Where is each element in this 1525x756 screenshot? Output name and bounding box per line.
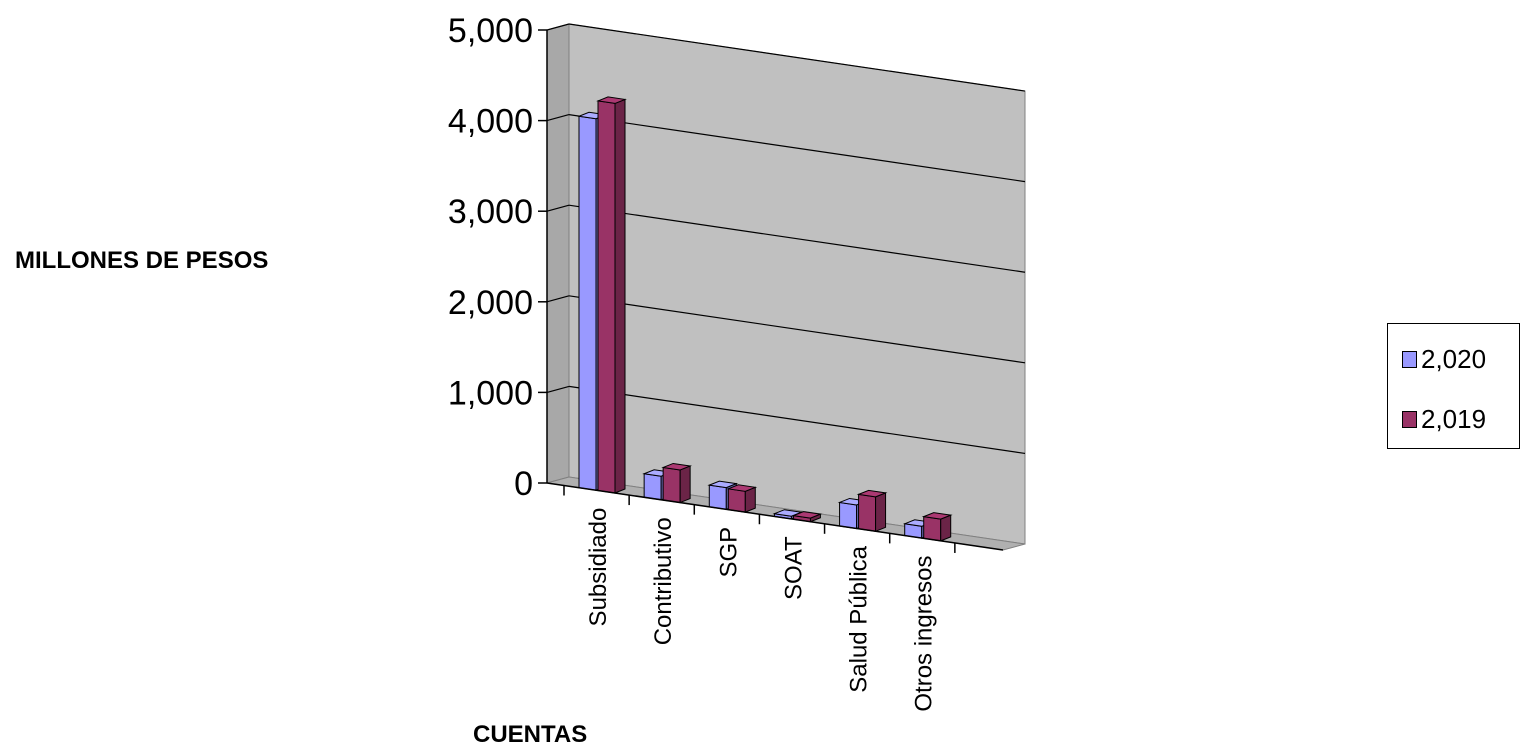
bar-front <box>662 466 681 504</box>
bar-top <box>707 480 739 489</box>
bar-top <box>596 96 627 104</box>
gridline-side <box>546 23 570 31</box>
gridline <box>568 295 1026 364</box>
legend-swatch-2020 <box>1402 351 1417 368</box>
legend-swatch-2019 <box>1402 411 1417 428</box>
x-axis-title: CUENTAS <box>473 721 587 748</box>
x-tick-label: SOAT <box>780 536 807 600</box>
x-tick-label: Contributivo <box>650 517 677 645</box>
bar-front <box>727 488 746 513</box>
bar-top <box>856 489 888 498</box>
gridline <box>568 204 1026 273</box>
bar-top <box>791 511 823 519</box>
y-tick-label: 3,000 <box>448 193 533 231</box>
bar-top <box>661 462 693 471</box>
legend-label-2020: 2,020 <box>1421 344 1487 374</box>
axes <box>538 29 1004 553</box>
gridline <box>568 385 1026 455</box>
bar <box>661 462 693 504</box>
bar-top <box>921 512 953 520</box>
y-tick-label: 0 <box>514 465 533 503</box>
bar-side <box>875 492 887 533</box>
bar <box>596 96 627 494</box>
y-tick-label: 4,000 <box>448 103 533 141</box>
gridline-side <box>546 114 570 122</box>
x-tick-label: Subsidiado <box>585 508 612 627</box>
x-tick-label: Salud Pública <box>846 545 873 692</box>
y-tick-label: 2,000 <box>448 284 533 322</box>
back-wall <box>568 23 1026 545</box>
bar <box>856 489 888 533</box>
y-tick-label: 1,000 <box>448 374 533 412</box>
bar-front <box>923 516 942 542</box>
bar-front <box>597 100 616 494</box>
y-tick-labels: 0 1,000 2,000 3,000 4,000 5,000 <box>448 12 533 503</box>
bar-side <box>614 98 626 494</box>
y-tick-label: 5,000 <box>448 12 533 50</box>
bar <box>921 512 953 542</box>
x-tick-label: SGP <box>715 527 742 578</box>
gridline-side <box>546 385 570 393</box>
bar-front <box>643 473 662 501</box>
bar <box>726 484 758 513</box>
bar-front <box>858 493 877 532</box>
side-wall <box>546 23 570 484</box>
legend-label-2019: 2,019 <box>1421 404 1487 434</box>
bar-front <box>578 115 597 491</box>
gridline <box>568 23 1026 92</box>
gridlines <box>546 23 1026 455</box>
gridline <box>568 114 1026 183</box>
bar-side <box>679 465 691 504</box>
gridline-side <box>546 204 570 212</box>
x-axis-line <box>546 482 1004 551</box>
bar-front <box>839 501 858 530</box>
y-axis-title: MILLONES DE PESOS <box>15 247 268 274</box>
bar-top <box>726 484 758 492</box>
legend: 2,020 2,019 <box>1387 323 1520 449</box>
x-tick-labels: Subsidiado Contributivo SGP SOAT Salud Públi… <box>585 508 938 712</box>
bar <box>791 511 823 523</box>
x-tick-label: Otros ingresos <box>911 556 938 712</box>
gridline-side <box>546 295 570 303</box>
bar-front <box>708 484 727 510</box>
legend-item-2020: 2,020 <box>1402 344 1486 375</box>
legend-item-2019: 2,019 <box>1402 404 1486 435</box>
bars <box>577 96 953 542</box>
